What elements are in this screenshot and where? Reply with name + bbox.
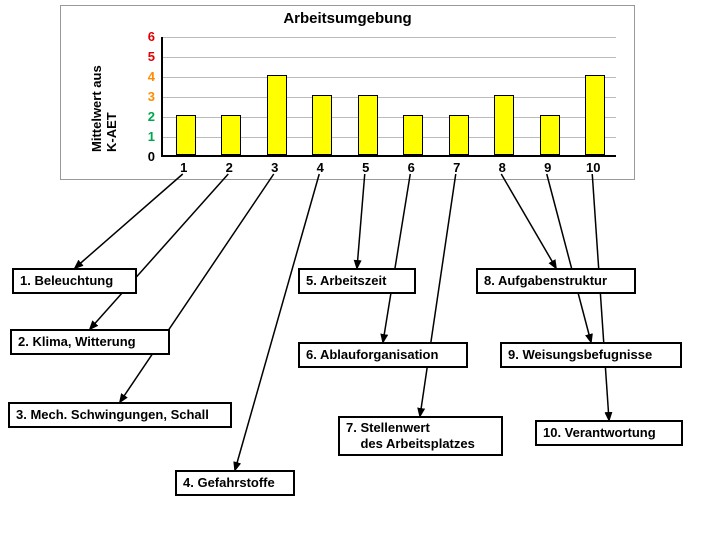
xtick-label: 7: [434, 160, 480, 175]
bar: [494, 95, 514, 155]
label-box-9: 9. Weisungsbefugnisse: [500, 342, 682, 368]
label-box-5: 5. Arbeitszeit: [298, 268, 416, 294]
xtick-label: 4: [298, 160, 344, 175]
arrow-line: [235, 174, 319, 470]
label-box-4: 4. Gefahrstoffe: [175, 470, 295, 496]
arrow-line: [90, 174, 228, 329]
ytick-label: 3: [135, 89, 155, 104]
label-box-7: 7. Stellenwert des Arbeitsplatzes: [338, 416, 503, 456]
chart-title: Arbeitsumgebung: [61, 10, 634, 27]
xtick-label: 6: [389, 160, 435, 175]
xtick-label: 2: [207, 160, 253, 175]
bar: [267, 75, 287, 155]
bar: [358, 95, 378, 155]
arrow-line: [501, 174, 556, 268]
arrow-line: [75, 174, 183, 268]
arrow-line: [420, 174, 456, 416]
bar: [449, 115, 469, 155]
ytick-label: 4: [135, 69, 155, 84]
label-box-8: 8. Aufgabenstruktur: [476, 268, 636, 294]
y-axis-label: Mittelwert aus K-AET: [89, 65, 119, 152]
arrow-line: [592, 174, 609, 420]
label-box-10: 10. Verantwortung: [535, 420, 683, 446]
xtick-label: 9: [525, 160, 571, 175]
plot-area: [161, 37, 616, 157]
xtick-label: 1: [161, 160, 207, 175]
arrow-line: [383, 174, 410, 342]
bar: [176, 115, 196, 155]
bar: [403, 115, 423, 155]
bar: [585, 75, 605, 155]
ytick-label: 0: [135, 149, 155, 164]
ytick-label: 5: [135, 49, 155, 64]
page-root: { "chart": { "type": "bar", "title": "Ar…: [0, 0, 720, 540]
bar: [221, 115, 241, 155]
xtick-label: 3: [252, 160, 298, 175]
ytick-label: 1: [135, 129, 155, 144]
chart-panel: Arbeitsumgebung Mittelwert aus K-AET 012…: [60, 5, 635, 180]
arrow-line: [357, 174, 365, 268]
label-box-3: 3. Mech. Schwingungen, Schall: [8, 402, 232, 428]
bar: [312, 95, 332, 155]
arrow-line: [547, 174, 591, 342]
xtick-label: 5: [343, 160, 389, 175]
ytick-label: 2: [135, 109, 155, 124]
label-box-6: 6. Ablauforganisation: [298, 342, 468, 368]
ytick-label: 6: [135, 29, 155, 44]
bar: [540, 115, 560, 155]
label-box-1: 1. Beleuchtung: [12, 268, 137, 294]
label-box-2: 2. Klima, Witterung: [10, 329, 170, 355]
xtick-label: 8: [480, 160, 526, 175]
xtick-label: 10: [571, 160, 617, 175]
arrow-line: [120, 174, 274, 402]
